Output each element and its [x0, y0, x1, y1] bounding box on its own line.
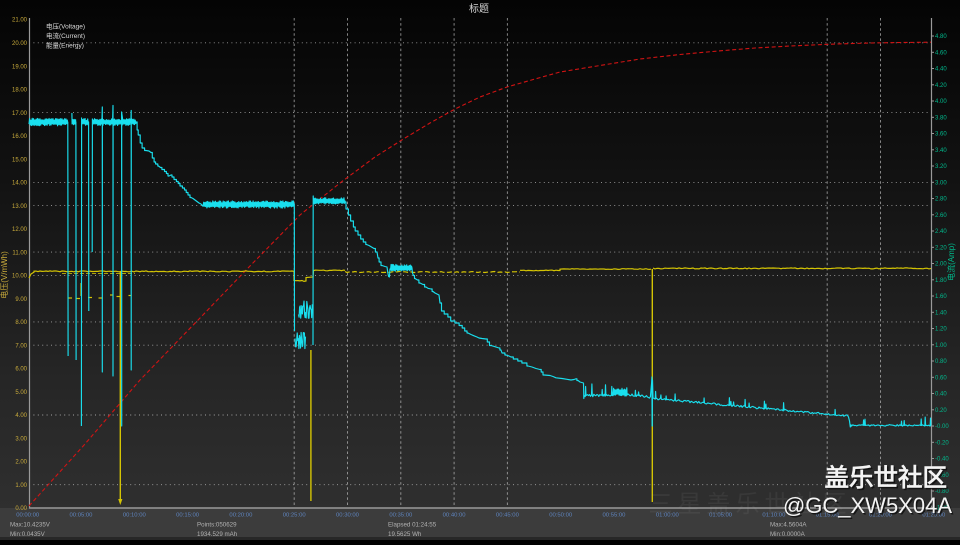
svg-text:3.40: 3.40 — [935, 148, 947, 154]
svg-text:01:25:00: 01:25:00 — [922, 513, 946, 519]
svg-text:2.20: 2.20 — [935, 246, 947, 252]
svg-text:01:15:00: 01:15:00 — [816, 513, 840, 519]
svg-text:2.00: 2.00 — [935, 262, 947, 268]
svg-text:Elapsed 01:24:55: Elapsed 01:24:55 — [388, 522, 437, 529]
svg-text:00:00:00: 00:00:00 — [16, 513, 40, 519]
svg-text:01:00:00: 01:00:00 — [656, 513, 680, 519]
svg-text:13.00: 13.00 — [12, 204, 28, 210]
svg-text:三星盖乐世社区: 三星盖乐世社区 — [649, 491, 852, 518]
svg-text:00:25:00: 00:25:00 — [283, 513, 307, 519]
svg-text:1.40: 1.40 — [935, 311, 947, 317]
svg-text:盖乐世社区: 盖乐世社区 — [825, 463, 948, 492]
svg-text:4.20: 4.20 — [935, 83, 947, 89]
svg-text:01:05:00: 01:05:00 — [709, 513, 733, 519]
svg-text:1.00: 1.00 — [15, 483, 27, 489]
svg-text:10.00: 10.00 — [12, 274, 28, 280]
svg-text:4.60: 4.60 — [935, 51, 947, 57]
svg-text:电压(Voltage): 电压(Voltage) — [46, 22, 85, 31]
svg-text:1934.529 mAh: 1934.529 mAh — [197, 531, 238, 538]
svg-text:21.00: 21.00 — [12, 18, 28, 24]
svg-text:14.00: 14.00 — [12, 181, 28, 187]
svg-text:00:40:00: 00:40:00 — [443, 513, 467, 519]
svg-text:3.00: 3.00 — [935, 181, 947, 187]
svg-text:0.20: 0.20 — [935, 408, 947, 414]
svg-text:00:05:00: 00:05:00 — [70, 513, 94, 519]
svg-text:3.60: 3.60 — [935, 132, 947, 138]
svg-text:3.00: 3.00 — [15, 436, 27, 442]
svg-text:3.20: 3.20 — [935, 164, 947, 170]
svg-text:4.40: 4.40 — [935, 67, 947, 73]
svg-text:Max:4.5604A: Max:4.5604A — [770, 522, 807, 529]
svg-text:19.00: 19.00 — [12, 64, 28, 70]
svg-text:-0.80: -0.80 — [935, 489, 949, 495]
svg-text:00:35:00: 00:35:00 — [389, 513, 413, 519]
svg-text:01:20:00: 01:20:00 — [869, 513, 893, 519]
svg-text:16.00: 16.00 — [12, 134, 28, 140]
svg-text:-0.00: -0.00 — [935, 424, 949, 430]
svg-text:1.60: 1.60 — [935, 294, 947, 300]
svg-text:电流(Amp): 电流(Amp) — [946, 243, 956, 281]
svg-text:@GC_XW5X04A: @GC_XW5X04A — [783, 493, 952, 518]
svg-text:5.00: 5.00 — [15, 390, 27, 396]
svg-text:20.00: 20.00 — [12, 41, 28, 47]
svg-text:9.00: 9.00 — [15, 297, 27, 303]
svg-text:00:20:00: 00:20:00 — [229, 513, 253, 519]
svg-text:00:50:00: 00:50:00 — [549, 513, 573, 519]
svg-text:0.40: 0.40 — [935, 392, 947, 398]
svg-text:01:10:00: 01:10:00 — [762, 513, 786, 519]
svg-text:-1.00: -1.00 — [935, 506, 949, 512]
svg-text:00:30:00: 00:30:00 — [336, 513, 360, 519]
svg-text:0.00: 0.00 — [15, 506, 27, 512]
svg-text:Min:0.0000A: Min:0.0000A — [770, 531, 806, 538]
svg-text:电压(V/mWh): 电压(V/mWh) — [0, 251, 9, 299]
svg-text:电流(Current): 电流(Current) — [46, 31, 85, 40]
svg-text:15.00: 15.00 — [12, 157, 28, 163]
svg-text:11.00: 11.00 — [12, 250, 27, 256]
svg-text:12.00: 12.00 — [12, 227, 28, 233]
svg-text:盖乐世社区: 盖乐世社区 — [826, 465, 949, 494]
svg-text:Points:050629: Points:050629 — [197, 522, 237, 529]
svg-text:0.80: 0.80 — [935, 359, 947, 365]
svg-text:1.00: 1.00 — [935, 343, 947, 349]
svg-text:2.80: 2.80 — [935, 197, 947, 203]
svg-text:7.00: 7.00 — [15, 343, 27, 349]
svg-text:8.00: 8.00 — [15, 320, 27, 326]
svg-text:17.00: 17.00 — [12, 111, 28, 117]
svg-text:2.00: 2.00 — [15, 460, 27, 466]
svg-text:00:55:00: 00:55:00 — [603, 513, 627, 519]
svg-text:Max:10.4235V: Max:10.4235V — [10, 522, 51, 529]
svg-text:1.20: 1.20 — [935, 327, 947, 333]
svg-text:能量(Energy): 能量(Energy) — [46, 41, 84, 50]
svg-text:1.80: 1.80 — [935, 278, 947, 284]
svg-text:19.5625 Wh: 19.5625 Wh — [388, 531, 422, 538]
svg-text:2.40: 2.40 — [935, 229, 947, 235]
svg-text:4.00: 4.00 — [15, 413, 27, 419]
svg-text:@GC_XW5X04A: @GC_XW5X04A — [784, 495, 953, 520]
svg-text:-0.40: -0.40 — [935, 457, 949, 463]
svg-text:18.00: 18.00 — [12, 88, 28, 94]
svg-text:-0.60: -0.60 — [935, 473, 949, 479]
svg-text:Min:0.0435V: Min:0.0435V — [10, 531, 46, 538]
svg-text:6.00: 6.00 — [15, 367, 27, 373]
svg-text:4.80: 4.80 — [935, 34, 947, 40]
svg-text:4.00: 4.00 — [935, 99, 947, 105]
svg-text:标题: 标题 — [469, 3, 489, 15]
svg-text:-0.20: -0.20 — [935, 441, 949, 447]
svg-text:2.60: 2.60 — [935, 213, 947, 219]
svg-text:00:15:00: 00:15:00 — [176, 513, 200, 519]
svg-text:00:10:00: 00:10:00 — [123, 513, 147, 519]
svg-text:3.80: 3.80 — [935, 116, 947, 122]
svg-text:0.60: 0.60 — [935, 376, 947, 382]
svg-text:00:45:00: 00:45:00 — [496, 513, 520, 519]
